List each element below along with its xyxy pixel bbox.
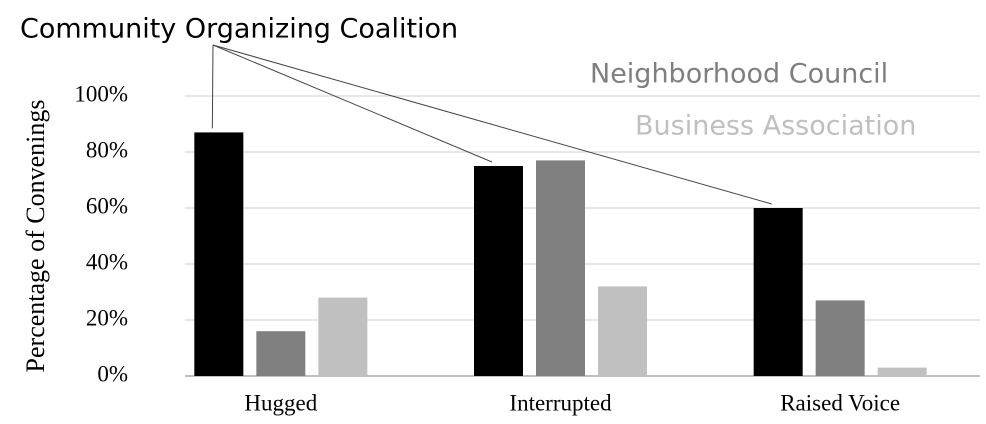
legend-label: Community Organizing Coalition [20, 14, 458, 45]
x-tick-label: Raised Voice [780, 390, 900, 415]
bar [194, 132, 244, 376]
bar [598, 286, 647, 376]
bar [474, 166, 523, 376]
x-tick-label: Hugged [244, 390, 317, 415]
bar [318, 297, 368, 376]
y-tick-label: 60% [86, 193, 128, 218]
y-tick-label: 20% [86, 305, 128, 330]
y-tick-label: 40% [86, 249, 128, 274]
bar [536, 160, 585, 376]
leader-line [212, 44, 772, 205]
bar [753, 208, 803, 376]
leader-line [211, 44, 214, 129]
legend-label: Business Association [635, 111, 916, 142]
leader-line [212, 44, 493, 163]
y-axis-label: Percentage of Convenings [21, 100, 50, 373]
y-tick-label: 100% [74, 81, 128, 106]
legend-label: Neighborhood Council [590, 59, 888, 90]
bar [815, 300, 865, 376]
y-tick-label: 0% [97, 361, 128, 386]
bar [256, 331, 306, 376]
bar [877, 367, 927, 376]
x-tick-label: Interrupted [509, 390, 612, 415]
y-tick-label: 80% [86, 137, 128, 162]
